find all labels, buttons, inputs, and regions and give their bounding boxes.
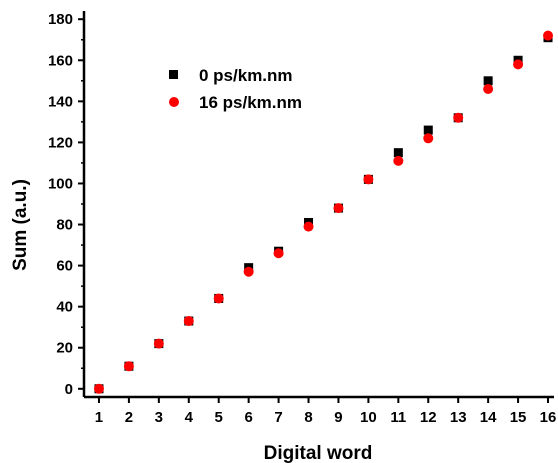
data-point-circle [273,248,284,259]
y-tick-label: 120 [48,134,73,151]
data-point-square [483,76,493,86]
data-point-circle [153,338,164,349]
legend-marker-square [169,70,178,79]
x-axis-title: Digital word [264,443,373,463]
x-tick-label: 2 [125,409,133,426]
x-axis-ticks: 1 2 3 4 5 6 7 8 9 10 11 12 13 14 15 16 [95,397,557,426]
data-point-circle [393,155,404,166]
x-tick-label: 14 [480,409,497,426]
y-axis-title: Sum (a.u.) [10,179,31,271]
data-point-circle [123,361,134,372]
data-point-circle [243,266,254,277]
data-point-circle [303,221,314,232]
legend: 0 ps/km.nm 16 ps/km.nm [169,66,302,112]
x-tick-label: 6 [244,409,252,426]
data-point-circle [483,84,494,95]
x-tick-label: 13 [450,409,467,426]
data-point-circle [453,112,464,123]
x-tick-label: 11 [390,409,406,426]
data-point-circle [423,133,434,144]
data-point-circle [363,174,374,185]
x-tick-label: 7 [274,409,282,426]
y-tick-label: 60 [56,258,73,275]
data-point-circle [93,383,104,394]
x-tick-label: 16 [540,409,557,426]
data-point-circle [183,316,194,327]
data-point-circle [333,203,344,214]
y-tick-label: 0 [65,381,73,398]
axes [82,11,554,399]
legend-marker-circle [169,97,179,107]
y-tick-label: 180 [48,11,73,28]
data-point-square [393,148,403,158]
y-tick-label: 80 [56,217,73,234]
data-point-circle [513,59,524,70]
y-axis-ticks: 0 20 40 60 80 100 120 140 160 180 [48,11,84,398]
y-tick-label: 40 [56,299,73,316]
data-points [93,30,554,394]
x-tick-label: 3 [155,409,163,426]
y-tick-label: 160 [48,52,73,69]
legend-label-16ps: 16 ps/km.nm [199,93,302,112]
y-tick-label: 20 [56,340,73,357]
y-tick-label: 100 [48,175,73,192]
x-tick-label: 8 [304,409,312,426]
x-tick-label: 15 [510,409,527,426]
data-point-circle [213,293,224,304]
x-tick-label: 9 [334,409,342,426]
data-point-square [423,125,433,135]
data-point-circle [543,30,554,41]
x-tick-label: 1 [95,409,103,426]
legend-label-0ps: 0 ps/km.nm [199,66,293,85]
y-tick-label: 140 [48,93,73,110]
x-tick-label: 12 [420,409,437,426]
x-tick-label: 4 [185,409,194,426]
x-tick-label: 10 [360,409,377,426]
x-tick-label: 5 [215,409,223,426]
